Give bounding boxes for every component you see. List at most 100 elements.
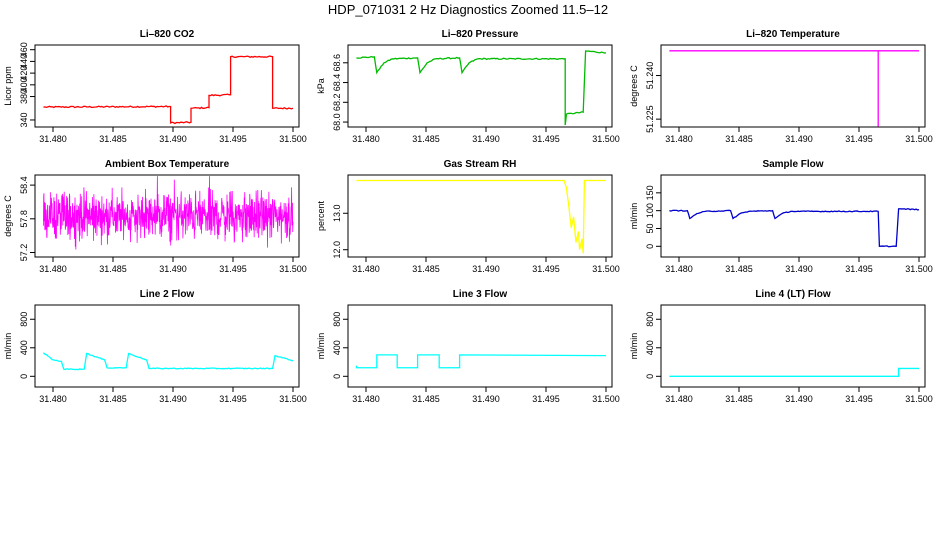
plot-frame [347, 304, 613, 388]
x-tick-label: 31.485 [99, 394, 127, 404]
y-tick-label: 100 [645, 203, 655, 218]
y-axis-label: degrees C [3, 195, 13, 237]
series-line [355, 354, 607, 369]
x-tick-label: 31.485 [725, 394, 753, 404]
panel-title: Ambient Box Temperature [105, 159, 230, 170]
y-axis-label: ml/min [3, 333, 13, 360]
y-tick-label: 400 [645, 340, 655, 355]
panel-title: Line 3 Flow [453, 289, 508, 300]
y-tick-label: 400 [332, 340, 342, 355]
y-tick-label: 420 [19, 66, 29, 81]
panel-title: Li–820 Temperature [746, 29, 840, 40]
x-tick-label: 31.490 [159, 264, 187, 274]
x-tick-label: 31.490 [785, 394, 813, 404]
page-title: HDP_071031 2 Hz Diagnostics Zoomed 11.5–… [327, 2, 609, 17]
series-line [356, 179, 606, 254]
chart-panel-9: Line 4 (LT) Flow 31.480 31.485 31.490 31.495… [629, 289, 933, 404]
x-tick-label: 31.480 [352, 394, 380, 404]
x-tick-label: 31.480 [665, 134, 693, 144]
y-tick-label: 57.2 [19, 244, 29, 262]
y-tick-label: 0 [19, 374, 29, 379]
x-tick-label: 31.490 [785, 134, 813, 144]
panel-title: Sample Flow [762, 159, 823, 170]
chart-panel-6: Sample Flow 31.480 31.485 31.490 31.495 31.50… [629, 159, 933, 274]
plot-frame [660, 174, 926, 258]
x-tick-label: 31.490 [472, 264, 500, 274]
y-axis-label: degrees C [629, 65, 639, 107]
x-tick-label: 31.485 [412, 264, 440, 274]
series-line [669, 208, 920, 248]
plot-frame [660, 304, 926, 388]
chart-panel-5: Gas Stream RH 31.480 31.485 31.490 31.495 31.… [316, 159, 620, 274]
chart-panel-1: Li–820 CO2 31.480 31.485 31.490 31.495 31.500… [3, 29, 307, 144]
y-tick-label: 0 [645, 244, 655, 249]
x-tick-label: 31.480 [665, 264, 693, 274]
y-tick-label: 68.4 [332, 74, 342, 92]
plot-frame [34, 174, 300, 258]
y-tick-label: 150 [645, 185, 655, 200]
series-line [42, 352, 294, 371]
x-tick-label: 31.500 [905, 394, 933, 404]
plot-frame [347, 44, 613, 128]
series-line [43, 176, 294, 250]
y-axis-label: Licor ppm [3, 66, 13, 106]
panel-title: Gas Stream RH [444, 159, 517, 170]
x-tick-label: 31.495 [532, 134, 560, 144]
x-tick-label: 31.490 [159, 394, 187, 404]
x-tick-label: 31.500 [905, 264, 933, 274]
x-tick-label: 31.485 [99, 264, 127, 274]
plot-frame [660, 44, 926, 128]
x-tick-label: 31.495 [219, 264, 247, 274]
y-tick-label: 68.6 [332, 54, 342, 72]
chart-panel-4: Ambient Box Temperature 31.480 31.485 31.49… [3, 159, 307, 274]
y-tick-label: 13.0 [332, 205, 342, 223]
panel-title: Line 2 Flow [140, 289, 195, 300]
x-tick-label: 31.495 [532, 394, 560, 404]
x-tick-label: 31.480 [39, 134, 67, 144]
x-tick-label: 31.485 [725, 134, 753, 144]
series-line [356, 50, 607, 126]
y-tick-label: 12.0 [332, 241, 342, 259]
chart-panel-8: Line 3 Flow 31.480 31.485 31.490 31.495 31.50… [316, 289, 620, 404]
plot-frame [34, 44, 300, 128]
y-tick-label: 0 [645, 374, 655, 379]
y-axis-label: ml/min [629, 203, 639, 230]
y-axis-label: ml/min [316, 333, 326, 360]
x-tick-label: 31.495 [532, 264, 560, 274]
series-line [43, 55, 294, 125]
y-tick-label: 440 [19, 54, 29, 69]
y-tick-label: 800 [19, 312, 29, 327]
plot-frame [347, 174, 613, 258]
x-tick-label: 31.495 [845, 134, 873, 144]
x-tick-label: 31.500 [279, 134, 307, 144]
series-line [669, 367, 919, 377]
x-tick-label: 31.495 [845, 264, 873, 274]
y-tick-label: 57.8 [19, 210, 29, 228]
y-tick-label: 58.4 [19, 176, 29, 194]
y-tick-label: 51.225 [645, 105, 655, 133]
x-tick-label: 31.500 [592, 394, 620, 404]
y-tick-label: 0 [332, 374, 342, 379]
x-tick-label: 31.500 [279, 264, 307, 274]
y-tick-label: 340 [19, 112, 29, 127]
x-tick-label: 31.480 [665, 394, 693, 404]
x-tick-label: 31.485 [725, 264, 753, 274]
y-tick-label: 51.240 [645, 62, 655, 90]
panel-title: Li–820 Pressure [442, 29, 519, 40]
x-tick-label: 31.480 [352, 134, 380, 144]
chart-panel-7: Line 2 Flow 31.480 31.485 31.490 31.495 31.50… [3, 289, 307, 404]
x-tick-label: 31.495 [219, 394, 247, 404]
y-tick-label: 800 [645, 312, 655, 327]
x-tick-label: 31.490 [472, 394, 500, 404]
x-tick-label: 31.485 [99, 134, 127, 144]
y-axis-label: percent [316, 200, 326, 231]
plot-frame [34, 304, 300, 388]
y-axis-label: kPa [316, 78, 326, 94]
y-axis-label: ml/min [629, 333, 639, 360]
x-tick-label: 31.480 [39, 264, 67, 274]
x-tick-label: 31.490 [159, 134, 187, 144]
y-tick-label: 800 [332, 312, 342, 327]
y-tick-label: 460 [19, 42, 29, 57]
x-tick-label: 31.500 [905, 134, 933, 144]
